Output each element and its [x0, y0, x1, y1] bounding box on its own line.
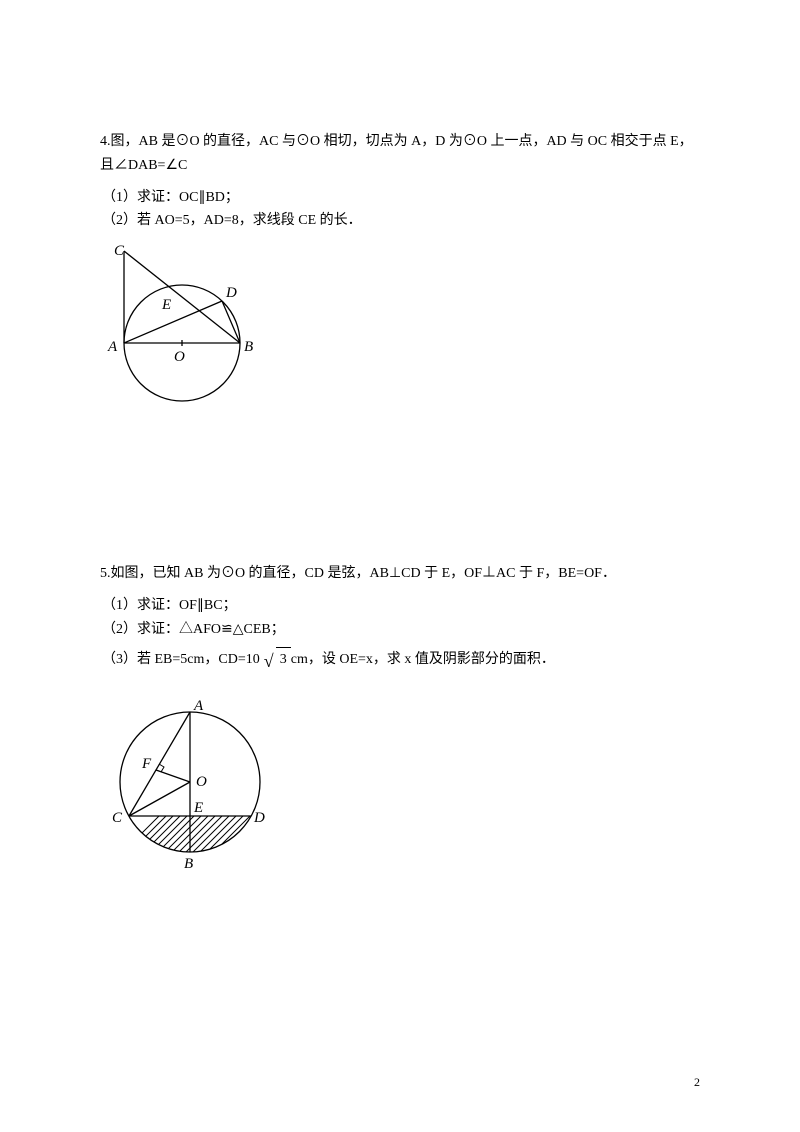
q5-diagram: A F O E C D B: [100, 690, 700, 884]
q5-label-A: A: [193, 698, 204, 714]
q4-label-A: A: [107, 339, 118, 355]
q4-label-D: D: [225, 285, 237, 301]
q4-label-O: O: [174, 349, 185, 365]
q5-line-OC: [129, 782, 190, 816]
q5-label-C: C: [112, 810, 123, 826]
q4-label-B: B: [244, 339, 253, 355]
q4-stem: 4.图，AB 是⊙O 的直径，AC 与⊙O 相切，切点为 A，D 为⊙O 上一点…: [100, 130, 700, 178]
q5-label-F: F: [141, 756, 152, 772]
q4-label-E: E: [161, 297, 171, 313]
q5-stem: 5.如图，已知 AB 为⊙O 的直径，CD 是弦，AB⊥CD 于 E，OF⊥AC…: [100, 562, 700, 586]
q5-p3c: cm，设 OE=x，求 x 值及阴影部分的面积．: [291, 652, 555, 667]
q5-label-B: B: [184, 856, 193, 872]
q5-text: 如图，已知 AB 为⊙O 的直径，CD 是弦，AB⊥CD 于 E，OF⊥AC 于…: [111, 566, 616, 581]
q4-number: 4.: [100, 134, 111, 149]
q4-line-BD: [222, 301, 240, 343]
problem-4: 4.图，AB 是⊙O 的直径，AC 与⊙O 相切，切点为 A，D 为⊙O 上一点…: [100, 130, 700, 422]
q4-part1: （1）求证：OC∥BD；: [102, 186, 700, 210]
q4-line-AD: [124, 301, 222, 343]
q5-part2: （2）求证：△AFO≌△CEB；: [102, 618, 700, 642]
q4-text: 图，AB 是⊙O 的直径，AC 与⊙O 相切，切点为 A，D 为⊙O 上一点，A…: [100, 134, 693, 173]
problem-5: 5.如图，已知 AB 为⊙O 的直径，CD 是弦，AB⊥CD 于 E，OF⊥AC…: [100, 562, 700, 884]
q4-part2: （2）若 AO=5，AD=8，求线段 CE 的长．: [102, 209, 700, 233]
q4-diagram: C D E A O B: [100, 243, 700, 422]
q4-label-C: C: [114, 243, 125, 259]
q5-label-O: O: [196, 774, 207, 790]
q4-svg: C D E A O B: [100, 243, 270, 413]
q5-part3: （3）若 EB=5cm，CD=10 3cm，设 OE=x，求 x 值及阴影部分的面…: [102, 647, 700, 672]
q5-part1: （1）求证：OF∥BC；: [102, 594, 700, 618]
q5-label-D: D: [253, 810, 265, 826]
q5-label-E: E: [193, 800, 203, 816]
page-number: 2: [694, 1072, 700, 1092]
q5-sqrt3: 3: [276, 647, 291, 672]
q5-p3a: （3）若 EB=5cm，CD=10: [102, 652, 260, 667]
q4-line-CB: [124, 251, 240, 343]
q5-svg: A F O E C D B: [100, 690, 285, 875]
q5-number: 5.: [100, 566, 111, 581]
spacer: [100, 452, 700, 562]
